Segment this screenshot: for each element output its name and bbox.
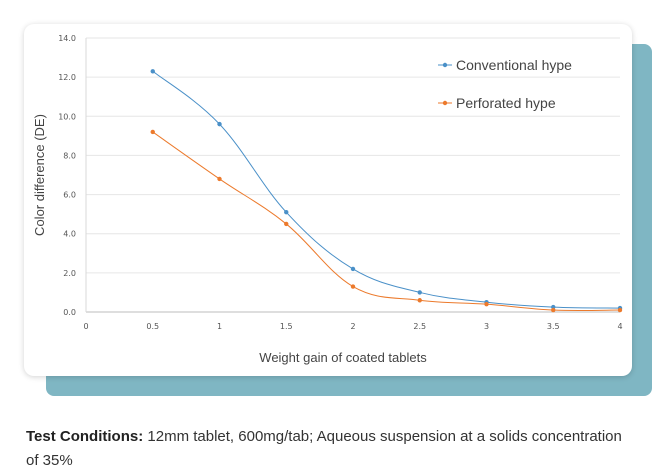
x-axis-title: Weight gain of coated tablets [259, 350, 427, 365]
data-point [551, 307, 556, 313]
data-point [284, 209, 289, 215]
data-point [217, 121, 222, 127]
legend-marker [442, 100, 448, 106]
x-tick-label: 4 [617, 322, 622, 331]
caption-text: 12mm tablet, 600mg/tab; Aqueous suspensi… [26, 428, 622, 469]
chart-card: 0.0 2.0 4.0 6.0 8.0 10.0 12.0 14.0 0 0.5 1 1.5 2 2.5 3… [24, 24, 632, 376]
y-tick-label: 14.0 [58, 34, 76, 43]
legend-label: Perforated hype [456, 95, 556, 111]
x-tick-label: 3.5 [547, 322, 560, 331]
data-point [417, 290, 422, 295]
caption-label: Test Conditions: [26, 428, 144, 445]
x-tick-label: 2 [350, 322, 355, 331]
y-tick-label: 8.0 [63, 151, 76, 160]
x-tick-label: 2.5 [413, 322, 426, 331]
y-axis-title: Color difference (DE) [32, 114, 47, 236]
data-point [150, 69, 155, 74]
x-tick-label: 3 [484, 322, 489, 331]
data-point [417, 298, 422, 303]
y-tick-label: 2.0 [63, 269, 76, 278]
test-conditions-caption: Test Conditions: 12mm tablet, 600mg/tab;… [26, 425, 626, 473]
data-point [350, 284, 356, 289]
data-point [150, 129, 155, 135]
x-tick-label: 0 [83, 322, 88, 331]
data-point [617, 307, 623, 313]
data-point [350, 266, 356, 272]
line-chart: 0.0 2.0 4.0 6.0 8.0 10.0 12.0 14.0 0 0.5 1 1.5 2 2.5 3… [32, 34, 623, 365]
y-tick-label: 12.0 [58, 73, 76, 82]
y-tick-label: 4.0 [63, 230, 76, 239]
x-tick-label: 1.5 [280, 322, 293, 331]
data-point [484, 301, 489, 307]
y-tick-label: 6.0 [63, 191, 76, 200]
y-tick-label: 10.0 [58, 112, 76, 121]
data-point [217, 176, 222, 182]
series-line [152, 70, 621, 309]
x-tick-label: 0.5 [146, 322, 159, 331]
data-point [284, 221, 289, 227]
legend-label: Conventional hype [456, 57, 572, 73]
y-tick-label: 0.0 [63, 308, 76, 317]
legend-marker [442, 62, 448, 68]
x-tick-label: 1 [217, 322, 222, 331]
